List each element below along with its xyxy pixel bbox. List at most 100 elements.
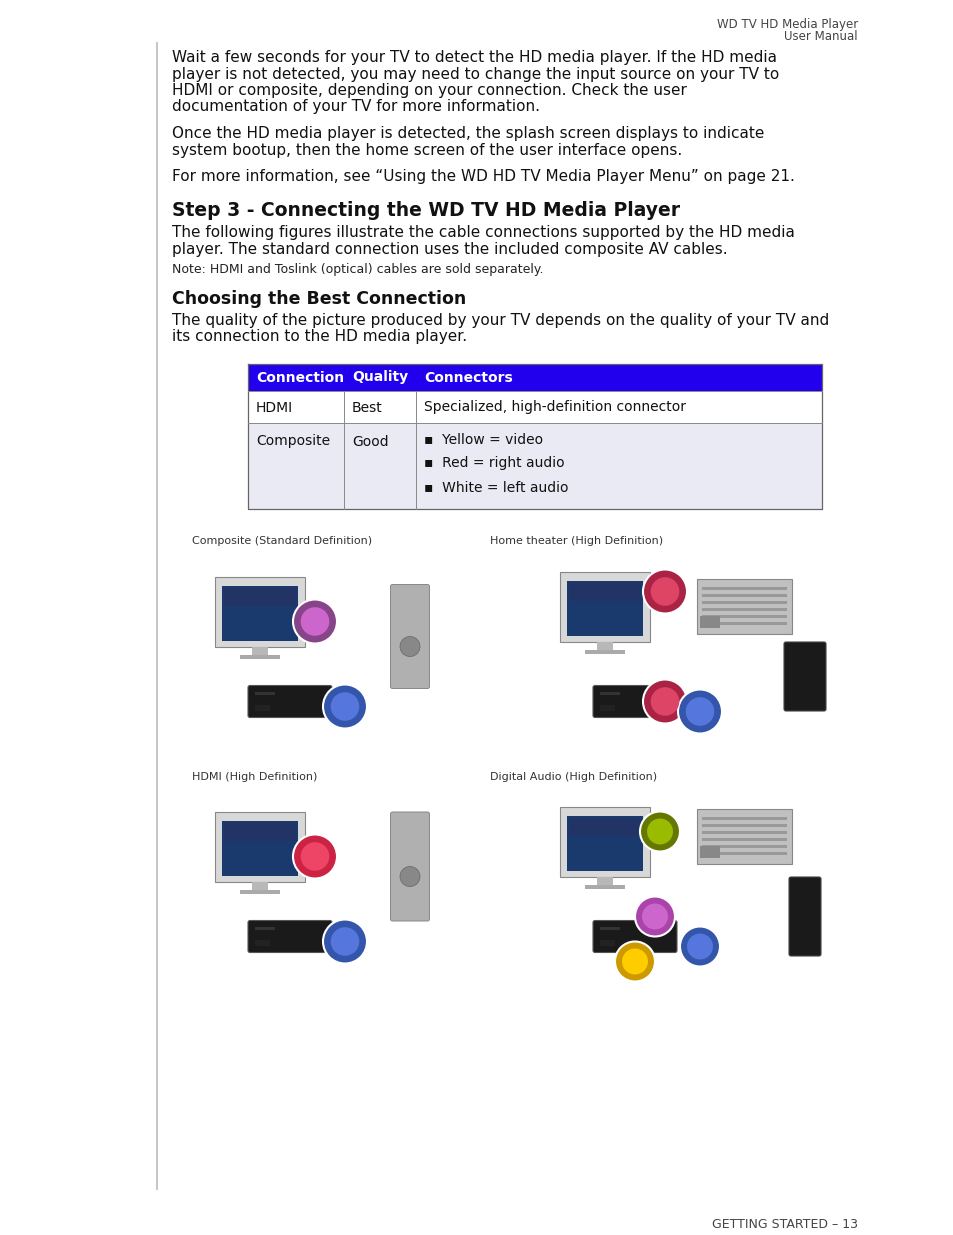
Circle shape: [293, 835, 336, 878]
Circle shape: [399, 636, 419, 657]
Circle shape: [650, 687, 679, 716]
Text: ▪  Yellow = video: ▪ Yellow = video: [423, 432, 542, 447]
Bar: [599, 940, 615, 946]
Text: Quality: Quality: [352, 370, 408, 384]
Bar: [701, 615, 786, 618]
Bar: [240, 655, 280, 658]
Bar: [254, 692, 274, 694]
Text: Connectors: Connectors: [423, 370, 512, 384]
Text: documentation of your TV for more information.: documentation of your TV for more inform…: [172, 100, 539, 115]
Bar: [224, 588, 296, 606]
FancyBboxPatch shape: [593, 685, 677, 718]
Text: Home theater (High Definition): Home theater (High Definition): [490, 536, 662, 547]
Circle shape: [679, 926, 720, 967]
Text: WD TV HD Media Player: WD TV HD Media Player: [716, 19, 857, 31]
FancyBboxPatch shape: [390, 811, 429, 921]
Bar: [252, 646, 268, 655]
Text: GETTING STARTED – 13: GETTING STARTED – 13: [711, 1218, 857, 1231]
Text: The quality of the picture produced by your TV depends on the quality of your TV: The quality of the picture produced by y…: [172, 312, 828, 327]
Circle shape: [639, 811, 679, 851]
Bar: [240, 889, 280, 893]
Text: Composite (Standard Definition): Composite (Standard Definition): [192, 536, 372, 547]
Bar: [248, 363, 821, 390]
Text: Digital Audio (High Definition): Digital Audio (High Definition): [490, 772, 657, 782]
Bar: [254, 940, 270, 946]
Text: Connection: Connection: [255, 370, 344, 384]
Bar: [252, 882, 268, 889]
FancyBboxPatch shape: [593, 920, 677, 952]
Circle shape: [331, 692, 359, 721]
Circle shape: [646, 819, 672, 845]
Text: system bootup, then the home screen of the user interface opens.: system bootup, then the home screen of t…: [172, 142, 681, 158]
Bar: [214, 811, 305, 882]
Circle shape: [331, 927, 359, 956]
Bar: [701, 839, 786, 841]
Bar: [248, 390, 821, 422]
Bar: [697, 579, 792, 634]
Bar: [599, 704, 615, 710]
Bar: [221, 821, 298, 876]
Bar: [701, 594, 786, 597]
Bar: [700, 846, 720, 858]
Circle shape: [635, 897, 675, 936]
Text: Choosing the Best Connection: Choosing the Best Connection: [172, 290, 466, 309]
Circle shape: [300, 842, 329, 871]
Text: Good: Good: [352, 435, 388, 448]
Text: player is not detected, you may need to change the input source on your TV to: player is not detected, you may need to …: [172, 67, 779, 82]
Text: its connection to the HD media player.: its connection to the HD media player.: [172, 329, 467, 345]
Circle shape: [323, 684, 367, 729]
Text: Once the HD media player is detected, the splash screen displays to indicate: Once the HD media player is detected, th…: [172, 126, 763, 141]
Circle shape: [678, 689, 721, 734]
Circle shape: [686, 934, 712, 960]
Bar: [559, 572, 649, 641]
Bar: [701, 587, 786, 590]
Bar: [701, 852, 786, 855]
Bar: [224, 824, 296, 841]
Text: HDMI (High Definition): HDMI (High Definition): [192, 772, 317, 782]
Bar: [566, 582, 642, 636]
Text: Specialized, high-definition connector: Specialized, high-definition connector: [423, 400, 685, 415]
Bar: [701, 818, 786, 820]
Text: The following figures illustrate the cable connections supported by the HD media: The following figures illustrate the cab…: [172, 226, 794, 241]
Circle shape: [621, 948, 647, 974]
Text: ▪  White = left audio: ▪ White = left audio: [423, 480, 568, 494]
Text: Wait a few seconds for your TV to detect the HD media player. If the HD media: Wait a few seconds for your TV to detect…: [172, 49, 776, 65]
Text: player. The standard connection uses the included composite AV cables.: player. The standard connection uses the…: [172, 242, 727, 257]
Bar: [701, 601, 786, 604]
FancyBboxPatch shape: [788, 877, 821, 956]
Bar: [599, 926, 619, 930]
Text: For more information, see “Using the WD HD TV Media Player Menu” on page 21.: For more information, see “Using the WD …: [172, 169, 794, 184]
Circle shape: [293, 599, 336, 643]
Text: User Manual: User Manual: [783, 30, 857, 43]
Circle shape: [399, 867, 419, 887]
Bar: [584, 650, 624, 653]
Text: ▪  Red = right audio: ▪ Red = right audio: [423, 457, 564, 471]
Bar: [584, 884, 624, 888]
Bar: [559, 806, 649, 877]
Circle shape: [323, 920, 367, 963]
Bar: [568, 819, 640, 836]
Bar: [599, 692, 619, 694]
FancyBboxPatch shape: [248, 920, 332, 952]
Text: Composite: Composite: [255, 435, 330, 448]
Bar: [214, 577, 305, 646]
Circle shape: [685, 698, 714, 726]
Bar: [701, 831, 786, 834]
Circle shape: [650, 577, 679, 606]
Bar: [597, 877, 613, 884]
Bar: [248, 422, 821, 509]
Text: HDMI or composite, depending on your connection. Check the user: HDMI or composite, depending on your con…: [172, 83, 686, 98]
Circle shape: [642, 569, 686, 614]
FancyBboxPatch shape: [248, 685, 332, 718]
Bar: [700, 616, 720, 629]
FancyBboxPatch shape: [390, 584, 429, 688]
Text: HDMI: HDMI: [255, 400, 293, 415]
Bar: [701, 824, 786, 827]
Bar: [701, 622, 786, 625]
Bar: [566, 816, 642, 871]
Text: Best: Best: [352, 400, 382, 415]
Bar: [701, 608, 786, 611]
Bar: [568, 583, 640, 601]
Text: Note: HDMI and Toslink (optical) cables are sold separately.: Note: HDMI and Toslink (optical) cables …: [172, 263, 543, 275]
Circle shape: [641, 904, 667, 930]
